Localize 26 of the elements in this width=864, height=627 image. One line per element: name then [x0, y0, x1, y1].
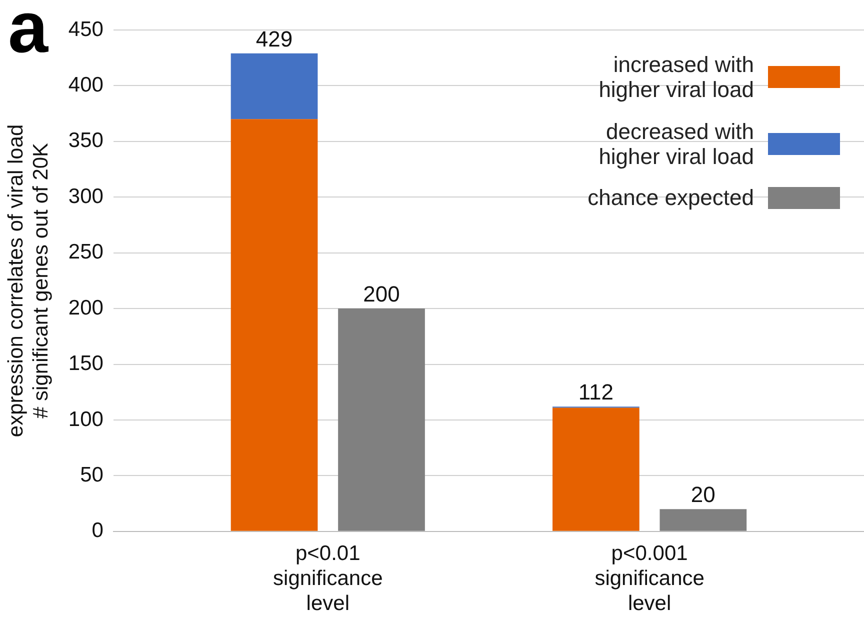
bar — [660, 509, 747, 531]
bar — [552, 408, 640, 531]
y-tick-label: 400 — [68, 74, 104, 97]
y-tick-label: 50 — [80, 463, 104, 486]
bar — [338, 308, 425, 531]
legend-label: decreased with higher viral load — [598, 118, 754, 170]
y-tick-label: 300 — [68, 184, 104, 208]
bar — [230, 53, 318, 120]
y-tick-label: 0 — [92, 519, 104, 542]
legend-label: chance expected — [588, 185, 754, 210]
y-tick-label: 450 — [68, 18, 104, 41]
x-tick-label: p<0.01 significance level — [273, 542, 383, 616]
legend-label: increased with higher viral load — [598, 52, 754, 103]
total-label: 200 — [363, 282, 400, 307]
y-tick-label: 350 — [68, 129, 104, 152]
total-label: 429 — [256, 26, 293, 52]
bar — [230, 119, 318, 531]
y-axis-title: expression correlates of viral load # significant genes out of 20K — [4, 124, 53, 438]
total-label: 112 — [578, 380, 614, 405]
y-tick-label: 200 — [68, 296, 104, 320]
text: a — [8, 0, 48, 68]
y-tick-label: 250 — [68, 240, 104, 264]
x-tick-label: p<0.001 significance level — [594, 542, 704, 616]
y-tick-label: 100 — [68, 408, 104, 431]
total-label: 20 — [690, 482, 716, 508]
y-tick-label: 150 — [68, 352, 104, 376]
